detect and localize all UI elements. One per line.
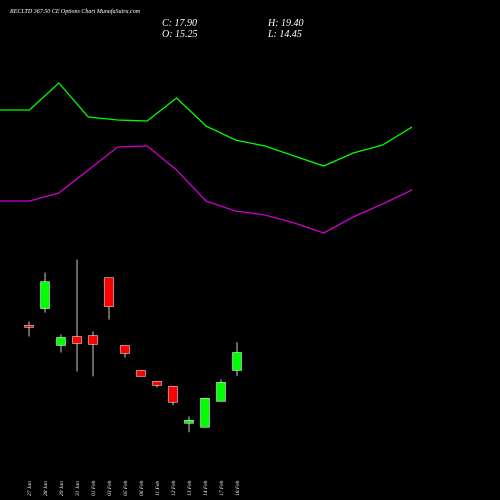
candle-body <box>88 335 98 345</box>
candle-body <box>56 337 66 346</box>
candle-body <box>72 336 82 344</box>
x-tick-label: 03 Feb <box>107 480 113 496</box>
x-tick-label: 18 Feb <box>235 480 241 496</box>
candle-body <box>216 382 226 402</box>
x-tick-label: 14 Feb <box>202 480 209 496</box>
x-tick-label: 12 Feb <box>171 480 177 496</box>
x-tick-label: 05 Feb <box>123 480 129 496</box>
x-tick-label: 31 Jan <box>75 481 81 497</box>
x-tick-label: 13 Feb <box>187 480 193 496</box>
chart-title: RECLTD 367.50 CE Options Chart MunafaSut… <box>9 8 141 15</box>
candle-body <box>168 386 178 403</box>
candle-body <box>152 381 162 386</box>
x-tick-label: 28 Jan <box>43 481 49 496</box>
x-tick-label: 17 Feb <box>219 480 225 496</box>
candle-body <box>136 370 146 377</box>
ohlc-label: C: 17.90 <box>162 18 197 29</box>
x-tick-label: 29 Jan <box>59 481 65 496</box>
ohlc-label: H: 19.40 <box>267 18 304 29</box>
candle-body <box>184 420 194 424</box>
line-series <box>0 82 413 167</box>
line-series <box>0 145 413 234</box>
candle-body <box>120 345 130 354</box>
candle-body <box>24 325 34 328</box>
candle-body <box>232 352 242 371</box>
ohlc-label: L: 14.45 <box>267 29 302 40</box>
candle-body <box>104 277 114 307</box>
ohlc-label: O: 15.25 <box>162 29 198 40</box>
x-tick-label: 06 Feb <box>139 480 145 496</box>
x-tick-label: 27 Jan <box>27 481 33 496</box>
x-tick-label: 11 Feb <box>155 481 161 496</box>
x-tick-label: 01 Feb <box>91 480 97 496</box>
candle-body <box>200 398 210 428</box>
candle-body <box>40 281 50 309</box>
